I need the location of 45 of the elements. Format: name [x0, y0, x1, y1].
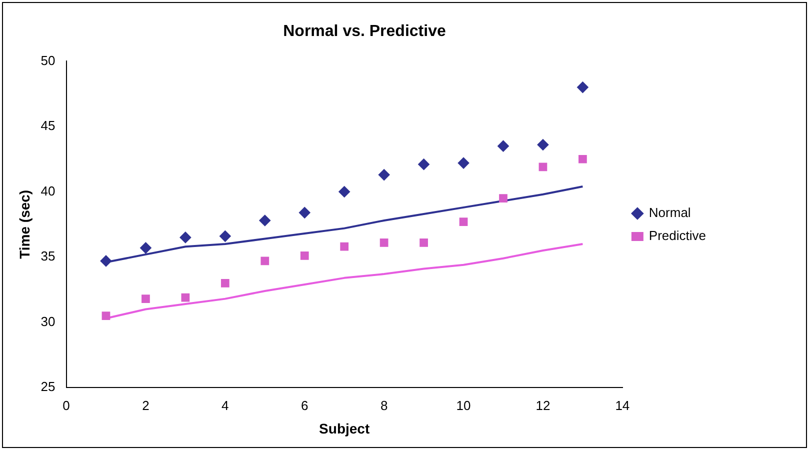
point [498, 140, 509, 152]
y-tick-label: 45 [40, 118, 56, 134]
y-tick-label: 35 [40, 248, 56, 264]
chart-title: Normal vs. Predictive [283, 23, 446, 40]
point [537, 139, 548, 150]
legend-label: Predictive [648, 228, 706, 244]
x-tick-label: 2 [142, 398, 150, 413]
x-tick-label: 12 [536, 398, 550, 413]
point [338, 186, 350, 198]
point [260, 256, 270, 266]
point [300, 252, 309, 260]
y-axis-title: Time (sec) [16, 190, 32, 259]
point [458, 158, 470, 169]
point [102, 312, 110, 320]
legend-label: Normal [648, 205, 691, 220]
y-tick-label: 25 [40, 379, 56, 394]
point [418, 158, 430, 170]
point [181, 293, 190, 302]
x-tick-label: 4 [222, 398, 229, 413]
point [578, 154, 587, 164]
point [259, 214, 270, 226]
x-tick-label: 0 [62, 398, 70, 413]
point [180, 232, 191, 243]
y-tick-label: 50 [40, 52, 56, 68]
x-tick-label: 14 [615, 398, 630, 413]
y-tick-label: 30 [40, 314, 56, 329]
point [220, 230, 231, 242]
point [340, 242, 349, 251]
point [100, 255, 112, 266]
x-axis-title: Subject [319, 420, 370, 436]
point [378, 169, 390, 180]
point [459, 218, 468, 226]
x-tick-label: 10 [456, 398, 471, 413]
point [142, 294, 150, 303]
x-tick-label: 8 [380, 398, 388, 413]
point [538, 162, 548, 172]
point [380, 238, 388, 247]
y-tick-label: 40 [40, 183, 56, 198]
point [420, 238, 428, 247]
point [220, 278, 230, 288]
point [499, 194, 508, 202]
point [140, 242, 152, 254]
x-tick-label: 6 [301, 398, 308, 413]
point [577, 82, 588, 93]
point [299, 207, 310, 218]
